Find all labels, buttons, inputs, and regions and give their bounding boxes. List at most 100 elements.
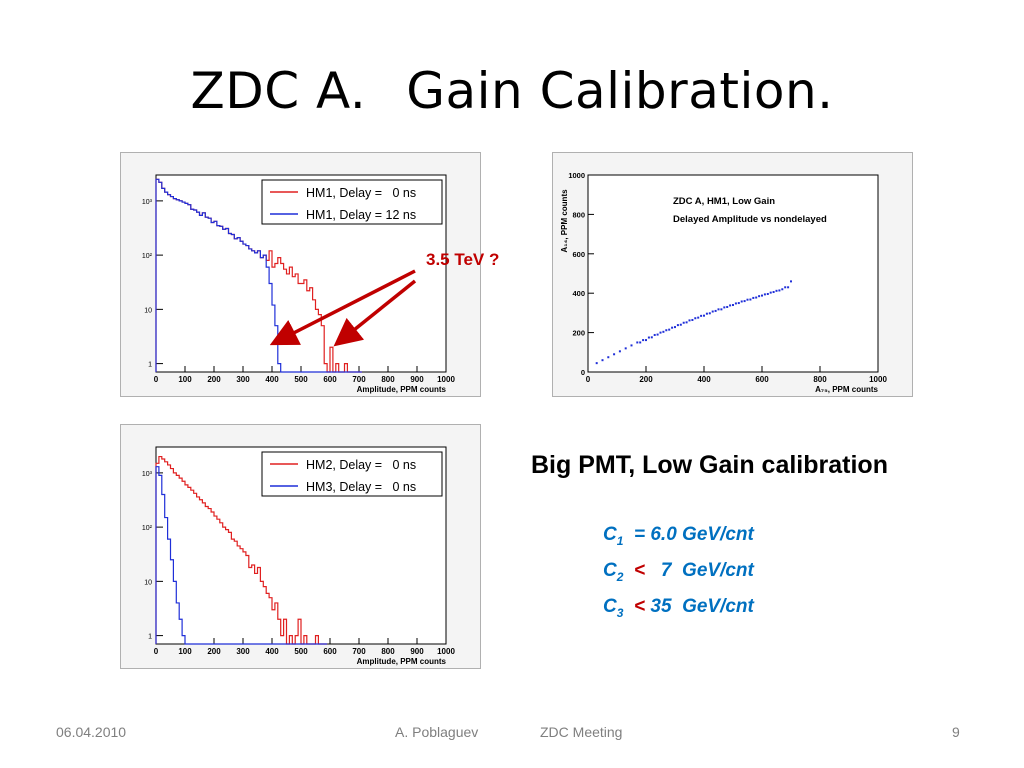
hm23-y-tick-label: 10 bbox=[144, 579, 152, 586]
scatter-point bbox=[737, 302, 740, 305]
hm23-legend-label-2: HM3, Delay = 0 ns bbox=[306, 480, 416, 494]
scatter-point bbox=[787, 286, 790, 289]
scatter-point bbox=[717, 308, 720, 311]
hm23-legend bbox=[261, 451, 443, 497]
hm1-x-tick-label: 300 bbox=[236, 375, 250, 384]
scatter-point bbox=[775, 289, 778, 292]
scatter-title: ZDC A, HM1, Low Gain bbox=[673, 196, 775, 207]
scatter-point bbox=[682, 321, 685, 324]
scatter-point bbox=[607, 356, 610, 359]
hm1-x-tick-label: 500 bbox=[294, 375, 308, 384]
scatter-point bbox=[659, 331, 662, 334]
hm23-x-tick-label: 600 bbox=[323, 647, 337, 656]
scatter-point bbox=[650, 336, 653, 339]
hm23-x-tick-label: 700 bbox=[352, 647, 366, 656]
hm23-x-tick-label: 0 bbox=[154, 647, 159, 656]
scatter-plot-area bbox=[587, 174, 879, 373]
scatter-point bbox=[763, 293, 766, 296]
scatter-y-tick-label: 800 bbox=[572, 210, 585, 219]
hm1-y-tick-label: 10³ bbox=[142, 199, 153, 206]
hm1-x-tick-label: 700 bbox=[352, 375, 366, 384]
hm23-x-tick-label: 200 bbox=[207, 647, 221, 656]
footer-page-number: 9 bbox=[952, 724, 960, 740]
histogram-hm1-chart: 0 100 200 300 400 500 600 700 800 900 1000 1 10 10² 10… bbox=[142, 174, 455, 394]
scatter-y-tick-label: 1000 bbox=[568, 171, 585, 180]
hm23-x-tick-label: 900 bbox=[410, 647, 424, 656]
hm23-x-tick-label: 400 bbox=[265, 647, 279, 656]
scatter-point bbox=[761, 294, 763, 297]
hm1-y-tick-label: 10² bbox=[142, 253, 153, 260]
calibration-constants: C1 = 6.0 GeV/cnt C2 < 7 GeV/cnt C3 < 35 … bbox=[603, 520, 754, 627]
scatter-point bbox=[630, 344, 633, 347]
calibration-line-2: C2 < 7 GeV/cnt bbox=[603, 559, 754, 584]
scatter-point bbox=[691, 318, 694, 321]
scatter-point bbox=[781, 288, 784, 291]
hm23-y-tick-label: 10² bbox=[142, 525, 153, 532]
scatter-x-tick-label: 0 bbox=[586, 375, 591, 384]
scatter-point bbox=[749, 298, 752, 301]
scatter-x-tick-label: 1000 bbox=[869, 375, 887, 384]
hm1-x-tick-label: 800 bbox=[381, 375, 395, 384]
scatter-x-axis-label: A₇₅, PPM counts bbox=[815, 385, 878, 394]
energy-annotation: 3.5 TeV ? bbox=[426, 250, 500, 269]
scatter-point bbox=[647, 336, 650, 339]
scatter-point bbox=[618, 350, 621, 353]
scatter-point bbox=[676, 324, 679, 327]
histogram-hm2-hm3-chart: 0 100 200 300 400 500 600 700 800 900 1000 1 10 10² 10… bbox=[142, 446, 455, 666]
scatter-point bbox=[697, 316, 700, 319]
scatter-point bbox=[766, 292, 769, 295]
slide-title: ZDC A. Gain Calibration. bbox=[0, 62, 1024, 120]
calibration-line-3: C3 < 35 GeV/cnt bbox=[603, 595, 754, 620]
scatter-point bbox=[688, 319, 691, 322]
scatter-point bbox=[665, 329, 668, 332]
hm1-y-tick-label: 10 bbox=[144, 307, 152, 314]
scatter-point bbox=[613, 353, 616, 356]
hm1-legend bbox=[261, 179, 443, 225]
scatter-point bbox=[656, 333, 659, 336]
scatter-point bbox=[708, 312, 711, 315]
scatter-point bbox=[769, 291, 772, 294]
hm1-legend-label-1: HM1, Delay = 0 ns bbox=[306, 186, 416, 200]
scatter-point bbox=[732, 304, 734, 307]
scatter-point bbox=[778, 289, 781, 292]
hm23-legend-label-1: HM2, Delay = 0 ns bbox=[306, 458, 416, 472]
footer-date: 06.04.2010 bbox=[56, 724, 127, 740]
hm23-y-tick-label: 10³ bbox=[142, 471, 153, 478]
scatter-point bbox=[746, 298, 749, 301]
histogram-hm2-hm3-panel: 0 100 200 300 400 500 600 700 800 900 1000 1 10 10² 10… bbox=[120, 424, 481, 669]
scatter-point bbox=[772, 291, 775, 294]
hm1-x-tick-label: 0 bbox=[154, 375, 159, 384]
scatter-delayed-panel: 0 200 400 600 800 1000 0 200 400 600 800 1000 ZDC A,… bbox=[552, 152, 913, 397]
hm23-series-2-line bbox=[155, 466, 328, 645]
scatter-point bbox=[743, 300, 746, 303]
hm1-legend-label-2: HM1, Delay = 12 ns bbox=[306, 208, 416, 222]
scatter-point bbox=[790, 280, 792, 283]
scatter-point bbox=[726, 305, 729, 308]
scatter-point bbox=[674, 326, 676, 329]
scatter-point bbox=[685, 321, 688, 324]
scatter-point bbox=[671, 326, 674, 329]
hm1-x-tick-label: 600 bbox=[323, 375, 337, 384]
hm1-x-tick-label: 900 bbox=[410, 375, 424, 384]
scatter-point bbox=[639, 341, 642, 344]
scatter-y-tick-label: 0 bbox=[581, 368, 585, 377]
scatter-point bbox=[752, 296, 755, 299]
scatter-y-axis-label: A₁₄, PPM counts bbox=[560, 189, 569, 253]
scatter-point bbox=[723, 306, 726, 309]
scatter-point bbox=[601, 359, 604, 362]
scatter-x-tick-label: 800 bbox=[813, 375, 827, 384]
calibration-line-1: C1 = 6.0 GeV/cnt bbox=[603, 524, 754, 548]
title-part2: Gain Calibration. bbox=[406, 62, 834, 120]
scatter-point bbox=[595, 362, 598, 365]
scatter-delayed-chart: 0 200 400 600 800 1000 0 200 400 600 800 1000 ZDC A,… bbox=[560, 171, 887, 394]
scatter-x-tick-label: 600 bbox=[755, 375, 769, 384]
title-part1: ZDC A. bbox=[190, 62, 367, 120]
scatter-point bbox=[720, 308, 723, 311]
hm23-x-tick-label: 1000 bbox=[437, 647, 455, 656]
hm1-y-tick-label: 1 bbox=[148, 362, 152, 369]
scatter-point bbox=[711, 310, 714, 313]
hm23-y-tick-label: 1 bbox=[148, 634, 152, 641]
hm1-x-tick-label: 400 bbox=[265, 375, 279, 384]
scatter-y-tick-label: 200 bbox=[572, 329, 585, 338]
footer-meeting: ZDC Meeting bbox=[540, 724, 623, 740]
